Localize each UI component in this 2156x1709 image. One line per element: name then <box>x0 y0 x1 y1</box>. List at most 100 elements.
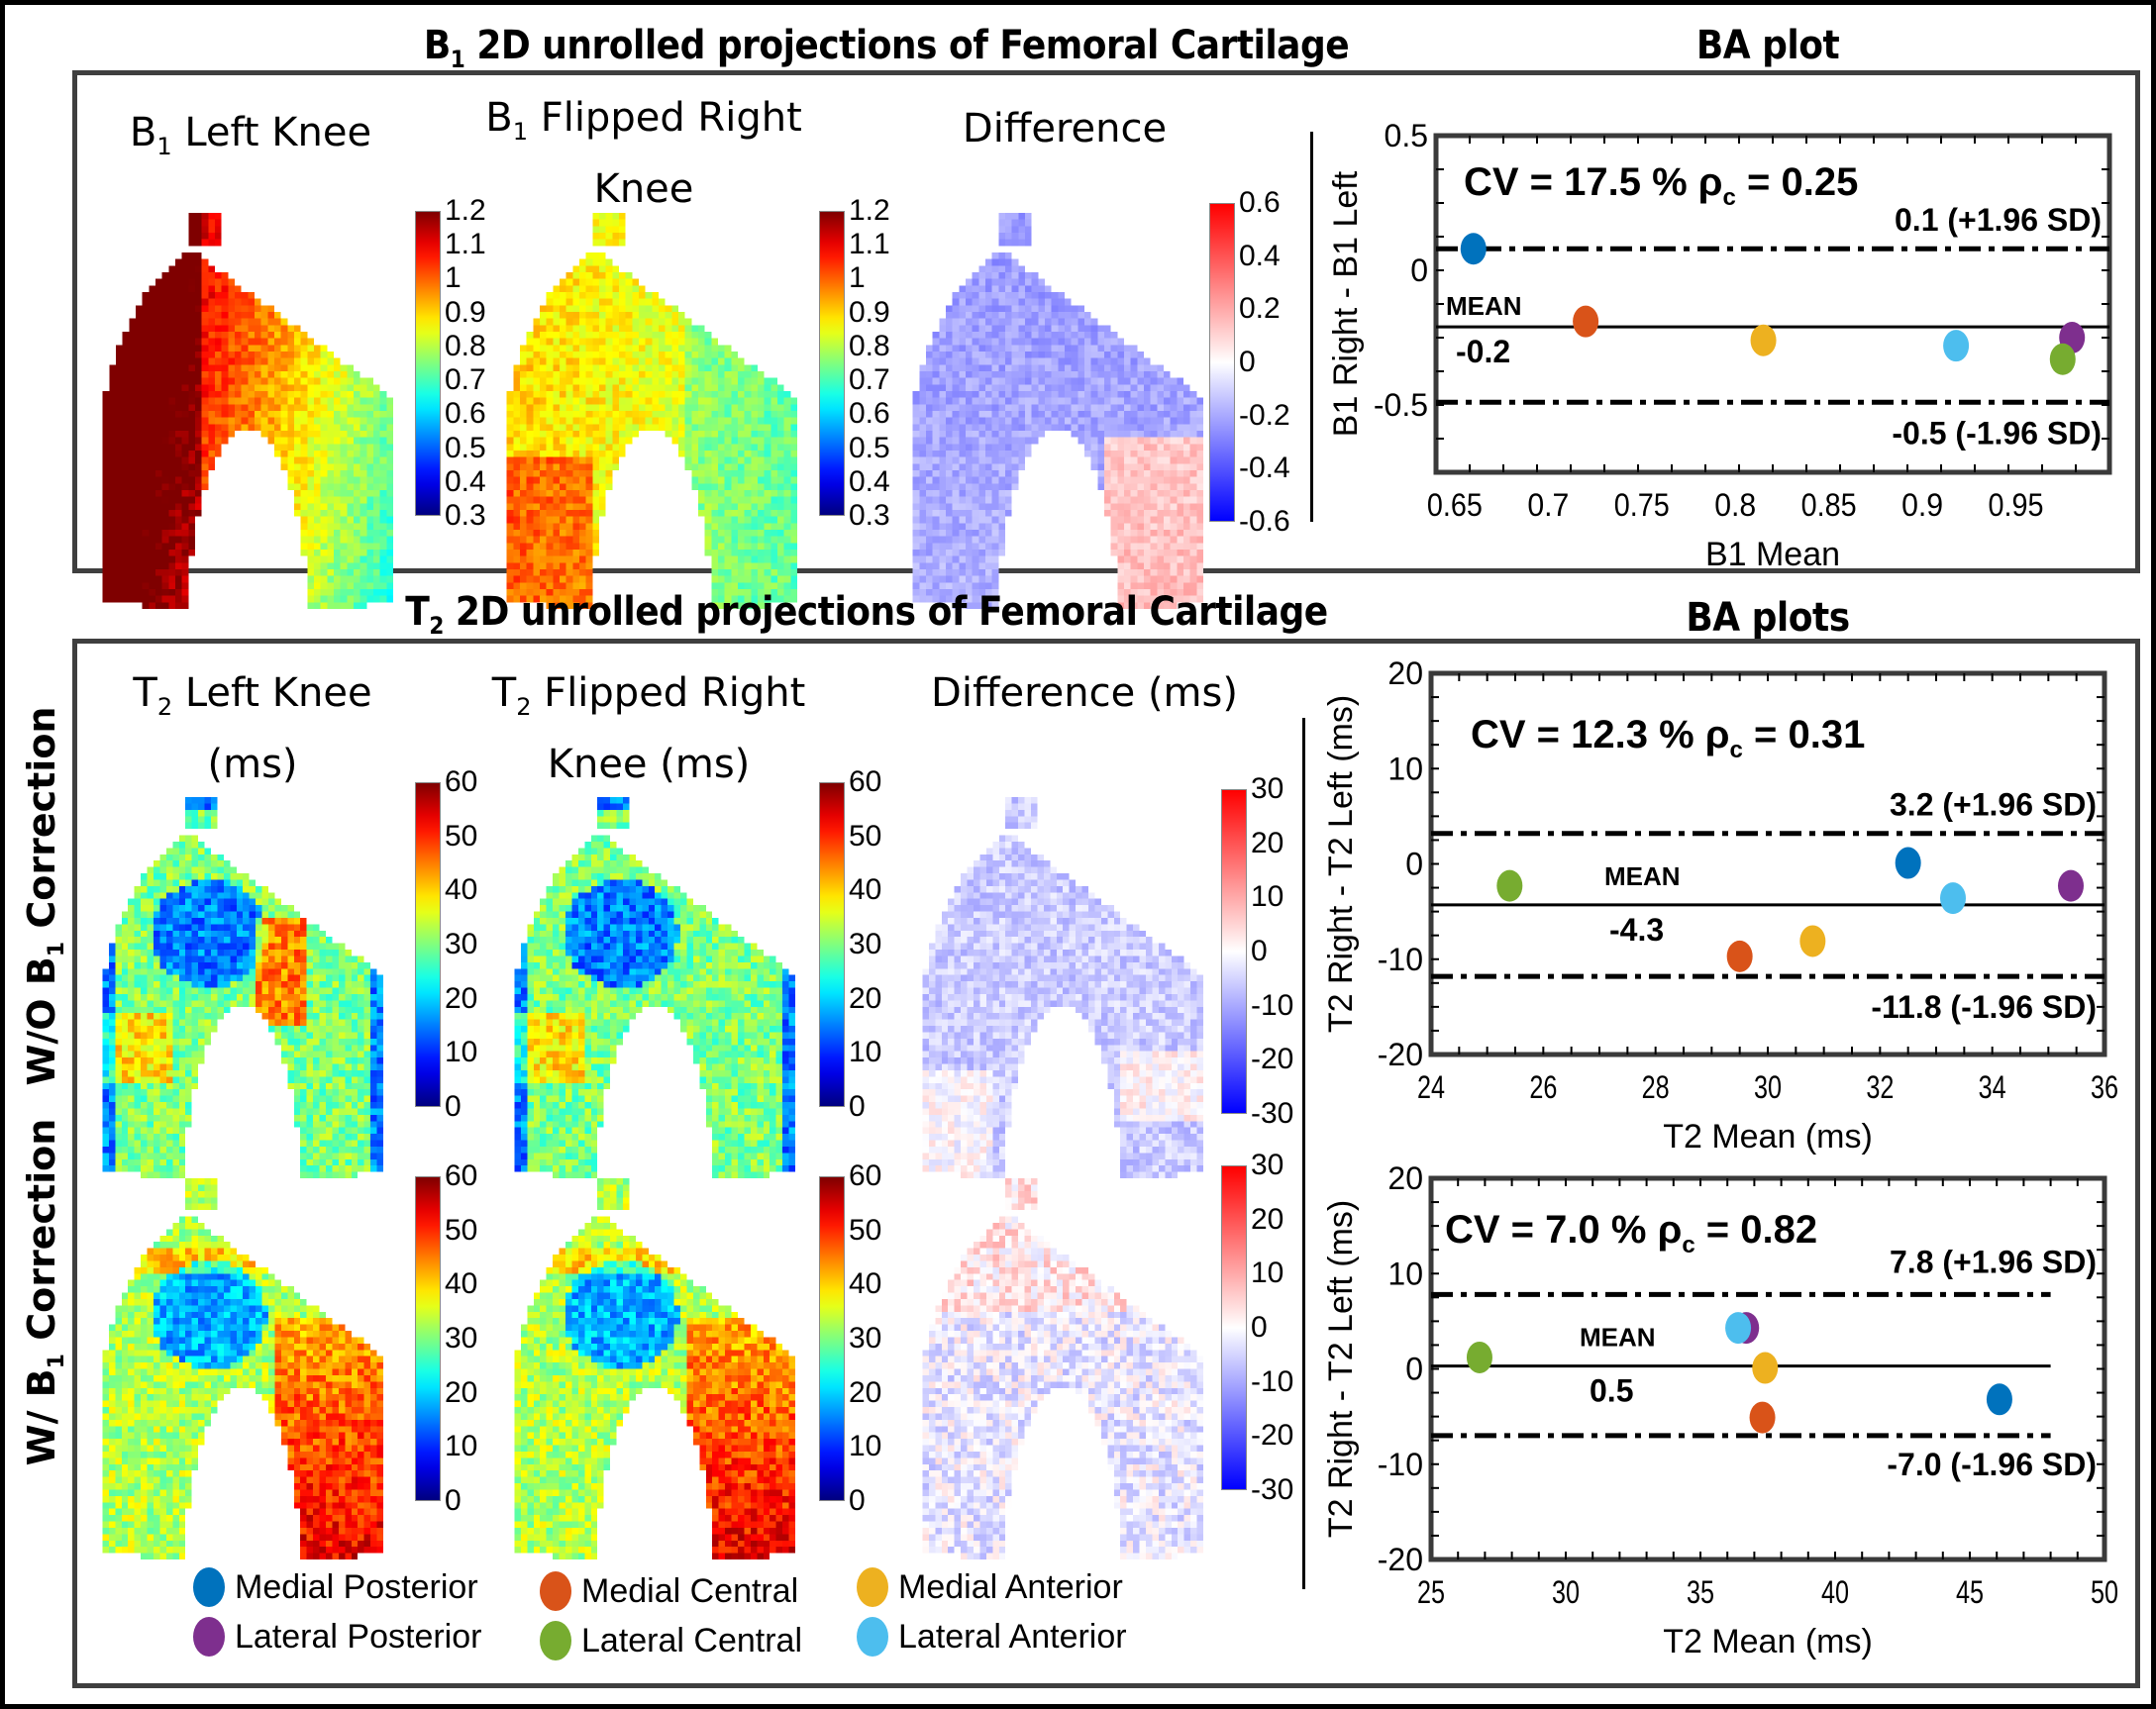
legend-item: Medial Posterior <box>193 1567 478 1607</box>
b1-ba-plot: 0.65 0.7 0.75 0.8 0.85 0.9 0.95 0.5 0 -0.5 B1 Mean… <box>1327 118 2112 573</box>
colorbar-tick-label: -30 <box>1251 1473 1294 1506</box>
legend-marker-icon <box>540 1621 571 1660</box>
colorbar-tick-label: 40 <box>849 873 882 907</box>
x-tick-label: 40 <box>1821 1574 1849 1610</box>
colorbar-tick-label: 10 <box>1251 1257 1284 1290</box>
x-tick-label: 0.95 <box>1989 487 2044 523</box>
legend-label: Medial Posterior <box>235 1567 478 1606</box>
legend-item: Lateral Central <box>540 1621 802 1660</box>
colorbar-tick-label: 20 <box>849 1375 882 1409</box>
data-point-lateral-central <box>1496 869 1523 902</box>
colorbar-tick-label: 1.1 <box>849 228 890 261</box>
colorbar-tick-label: 60 <box>849 765 882 798</box>
legend-marker-icon <box>857 1567 888 1607</box>
legend-item: Medial Anterior <box>857 1567 1123 1607</box>
legend-item: Lateral Anterior <box>857 1617 1127 1657</box>
colorbar-tick-label: 0 <box>1251 1311 1268 1344</box>
data-point-lateral-anterior <box>1943 330 1970 362</box>
t2-without-difference-map <box>916 797 1203 1178</box>
upper-loa-label: 0.1 (+1.96 SD) <box>1895 202 2102 238</box>
colorbar-tick-label: 1 <box>445 261 462 295</box>
legend-label: Medial Central <box>581 1571 799 1610</box>
x-tick-label: 0.9 <box>1901 487 1943 523</box>
colorbar-tick-label: 20 <box>1251 1202 1284 1236</box>
colorbar-tick-label: 50 <box>849 1213 882 1247</box>
data-point-lateral-anterior <box>1940 882 1966 915</box>
mean-label: MEAN <box>1446 291 1522 321</box>
b1-ba-title: BA plot <box>1695 23 1840 68</box>
x-tick-label: 0.65 <box>1427 487 1483 523</box>
colorbar-tick-label: 0 <box>1239 346 1256 378</box>
cv-rho-annotation: CV = 17.5 % ρc = 0.25 <box>1464 160 1858 211</box>
lower-loa-label: -7.0 (-1.96 SD) <box>1887 1447 2097 1482</box>
t2-without-left-knee-map <box>96 797 383 1178</box>
colorbar-tick-label: 0.3 <box>849 499 890 532</box>
colorbar-tick-label: 0 <box>849 1090 866 1123</box>
x-tick-label: 24 <box>1417 1069 1445 1105</box>
colorbar-tick-label: 1 <box>849 261 866 295</box>
b1-ylabel-rule <box>1310 132 1313 522</box>
legend-item: Medial Central <box>540 1571 798 1611</box>
data-point-medial-central <box>1573 305 1599 338</box>
x-tick-label: 36 <box>2091 1069 2118 1105</box>
colorbar-tick-label: -20 <box>1251 1043 1294 1076</box>
b1-right-knee-map <box>500 213 797 609</box>
b1-difference-map <box>906 213 1203 609</box>
colorbar-tick-label: 0.7 <box>445 363 486 397</box>
b1-difference-colorbar <box>1209 203 1235 522</box>
colorbar-tick-label: 30 <box>1251 1149 1284 1181</box>
y-tick-label: 20 <box>1387 655 1423 691</box>
plot-frame <box>1433 133 2112 475</box>
colorbar-tick-label: 0.4 <box>1239 239 1281 272</box>
x-tick-label: 25 <box>1417 1574 1445 1610</box>
colorbar-tick-label: 0 <box>849 1484 866 1517</box>
data-point-lateral-anterior <box>1725 1312 1752 1345</box>
b1-left-knee-title: B1 Left Knee <box>129 110 372 160</box>
t2-with-left-knee-map <box>96 1178 383 1559</box>
legend-marker-icon <box>193 1567 225 1607</box>
colorbar-tick-label: 40 <box>849 1267 882 1301</box>
colorbar-tick-label: 30 <box>849 928 882 960</box>
colorbar-tick-label: 10 <box>445 1430 478 1463</box>
cv-rho-annotation: CV = 12.3 % ρc = 0.31 <box>1471 713 1865 763</box>
data-point-lateral-central <box>1466 1341 1492 1373</box>
t2-section-title: T2 2D unrolled projections of Femoral Ca… <box>405 589 1328 640</box>
data-point-medial-anterior <box>1799 925 1826 957</box>
data-point-medial-posterior <box>1895 847 1921 879</box>
data-point-medial-anterior <box>1752 1352 1779 1384</box>
colorbar-tick-label: 50 <box>849 819 882 853</box>
legend-marker-icon <box>193 1617 225 1657</box>
x-tick-label: 0.75 <box>1614 487 1670 523</box>
cv-rho-annotation: CV = 7.0 % ρc = 0.82 <box>1445 1208 1817 1258</box>
colorbar-tick-label: 30 <box>445 1322 478 1355</box>
x-tick-label: 35 <box>1687 1574 1714 1610</box>
b1-difference-title: Difference <box>962 106 1168 151</box>
colorbar-tick-label: 0.5 <box>445 431 486 464</box>
data-point-medial-central <box>1749 1401 1776 1434</box>
mean-label: MEAN <box>1604 861 1681 891</box>
t2-ba-title: BA plots <box>1686 595 1850 641</box>
y-tick-label: -20 <box>1378 1542 1423 1577</box>
x-tick-label: 45 <box>1956 1574 1984 1610</box>
colorbar-tick-label: 40 <box>445 1267 478 1301</box>
colorbar-tick-label: 50 <box>445 1213 478 1247</box>
legend-label: Lateral Posterior <box>235 1617 482 1656</box>
colorbar-tick-label: -10 <box>1251 1364 1294 1398</box>
b1-right-colorbar <box>819 211 845 516</box>
x-tick-label: 34 <box>1979 1069 2006 1105</box>
colorbar-tick-label: 0 <box>445 1484 462 1517</box>
colorbar-tick-label: -30 <box>1251 1097 1294 1130</box>
x-tick-label: 30 <box>1552 1574 1580 1610</box>
lower-loa-label: -11.8 (-1.96 SD) <box>1871 989 2097 1025</box>
legend-label: Medial Anterior <box>898 1567 1123 1606</box>
mean-value-label: 0.5 <box>1590 1373 1633 1409</box>
x-tick-label: 50 <box>2091 1574 2118 1610</box>
colorbar-tick-label: 0.9 <box>445 295 486 329</box>
colorbar-tick-label: 20 <box>1251 826 1284 859</box>
colorbar-tick-label: 40 <box>445 873 478 907</box>
y-axis-label: B1 Right - B1 Left <box>1327 170 1365 437</box>
mean-value-label: -4.3 <box>1609 912 1664 948</box>
legend-marker-icon <box>857 1617 888 1657</box>
y-axis-label: T2 Right - T2 Left (ms) <box>1322 1200 1360 1538</box>
colorbar-tick-label: 0.3 <box>445 499 486 532</box>
